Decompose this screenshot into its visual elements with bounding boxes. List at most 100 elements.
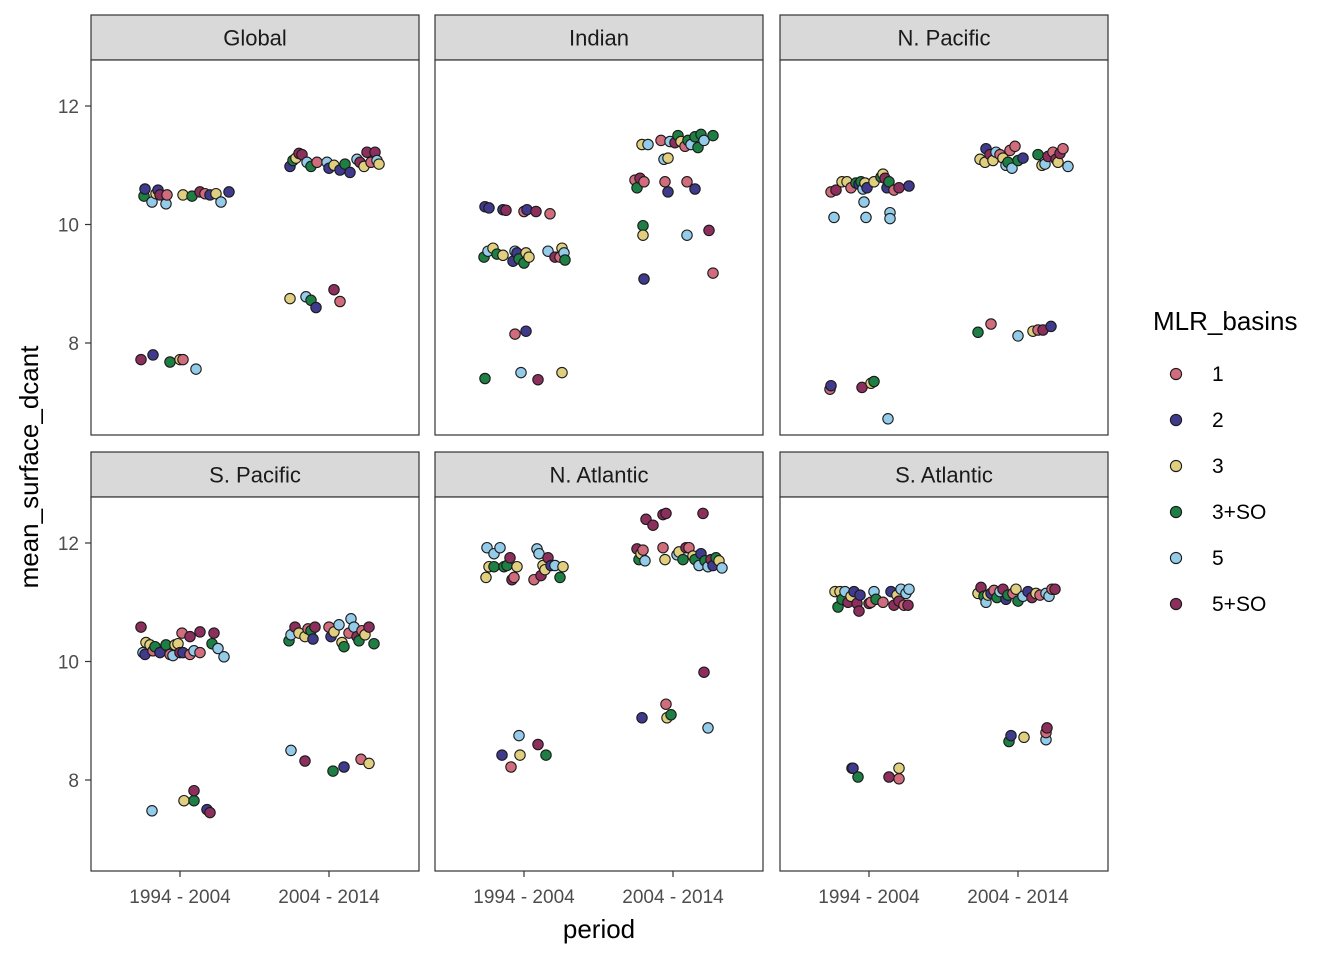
- data-point: [363, 621, 375, 633]
- data-point: [147, 349, 159, 361]
- data-point: [659, 553, 671, 566]
- legend-label: 5: [1212, 547, 1224, 570]
- y-tick-label: 8: [68, 771, 79, 792]
- data-point: [483, 202, 495, 214]
- facet-strip: [90, 451, 420, 498]
- facet-global: Global: [90, 14, 420, 436]
- legend-entry: 5+SO: [1169, 593, 1266, 616]
- data-point: [681, 229, 693, 241]
- facet-strip-label: S. Pacific: [209, 463, 301, 488]
- data-point: [638, 273, 650, 285]
- data-point: [657, 541, 669, 554]
- data-point: [505, 761, 517, 773]
- data-point: [1041, 722, 1053, 734]
- y-tick-label: 8: [68, 334, 79, 355]
- data-point: [903, 180, 915, 192]
- data-point: [893, 182, 905, 194]
- data-point: [677, 553, 689, 566]
- data-point: [639, 555, 651, 567]
- facet-panel-border: [779, 59, 1109, 436]
- facet-indian: Indian: [434, 14, 764, 436]
- data-point: [972, 326, 984, 339]
- data-point: [508, 571, 520, 584]
- data-point: [223, 186, 235, 198]
- data-point: [363, 757, 375, 770]
- facet-strip: [90, 14, 420, 61]
- legend-label: 3: [1212, 455, 1224, 478]
- facet-strip-label: Indian: [569, 26, 629, 51]
- data-point: [642, 138, 654, 151]
- data-point: [285, 744, 297, 757]
- legend-swatch: [1169, 551, 1183, 565]
- data-point: [860, 211, 872, 224]
- data-point: [883, 771, 895, 783]
- data-point: [540, 749, 552, 761]
- data-point: [902, 599, 914, 611]
- legend-entry: 3: [1169, 455, 1224, 478]
- facet-strip-label: N. Atlantic: [549, 463, 648, 488]
- data-point: [500, 204, 512, 217]
- data-point: [514, 749, 526, 761]
- data-point: [184, 630, 196, 643]
- data-point: [697, 507, 709, 520]
- data-point: [1010, 583, 1022, 595]
- data-point: [883, 176, 895, 188]
- data-point: [877, 596, 889, 609]
- data-point: [511, 560, 523, 573]
- y-tick-label: 10: [58, 216, 79, 237]
- data-point: [707, 267, 719, 279]
- data-point: [373, 158, 385, 170]
- x-tick-label: 2004 - 2014: [278, 887, 380, 908]
- data-point: [135, 353, 147, 366]
- data-point: [504, 552, 516, 564]
- data-point: [544, 208, 556, 220]
- data-points: [135, 613, 380, 819]
- facet-s-atlantic: S. Atlantic: [779, 451, 1109, 872]
- data-point: [636, 712, 648, 724]
- x-tick-label: 1994 - 2004: [473, 887, 575, 908]
- data-point: [1017, 152, 1029, 164]
- data-point: [309, 621, 321, 633]
- data-point: [1045, 320, 1057, 333]
- x-axis: 1994 - 2004 2004 - 2014 1994 - 2004 2004 - …: [129, 871, 1069, 908]
- data-point: [703, 224, 715, 237]
- data-point: [985, 318, 997, 330]
- data-point: [135, 621, 147, 633]
- data-point: [284, 292, 296, 305]
- facet-strip: [779, 451, 1109, 498]
- legend-swatch: [1169, 413, 1183, 427]
- data-point: [299, 755, 311, 767]
- y-axis-title: mean_surface_dcant: [14, 345, 44, 589]
- data-point: [893, 773, 905, 785]
- data-point: [368, 637, 380, 650]
- data-point: [188, 784, 200, 797]
- data-point: [1006, 162, 1018, 174]
- data-point: [903, 583, 915, 595]
- data-points: [135, 146, 385, 375]
- data-point: [479, 372, 491, 385]
- legend-label: 2: [1212, 409, 1224, 432]
- data-point: [854, 589, 866, 601]
- data-points: [478, 128, 719, 386]
- data-point: [146, 805, 158, 817]
- legend-swatch: [1169, 459, 1183, 473]
- data-point: [532, 738, 544, 751]
- data-point: [1062, 160, 1074, 173]
- data-point: [1009, 140, 1021, 153]
- facet-panel-border: [90, 496, 420, 872]
- data-point: [638, 176, 650, 188]
- data-point: [637, 544, 649, 556]
- data-point: [698, 666, 710, 678]
- data-point: [338, 640, 350, 653]
- data-point: [554, 571, 566, 584]
- y-axis: 8 10 12 8 10 12: [58, 97, 91, 792]
- data-point: [707, 129, 719, 142]
- data-point: [178, 794, 190, 807]
- data-point: [328, 283, 340, 296]
- data-point: [698, 134, 710, 147]
- data-point: [637, 229, 649, 241]
- data-point: [488, 560, 500, 573]
- data-point: [194, 626, 206, 638]
- legend-label: 3+SO: [1212, 501, 1266, 524]
